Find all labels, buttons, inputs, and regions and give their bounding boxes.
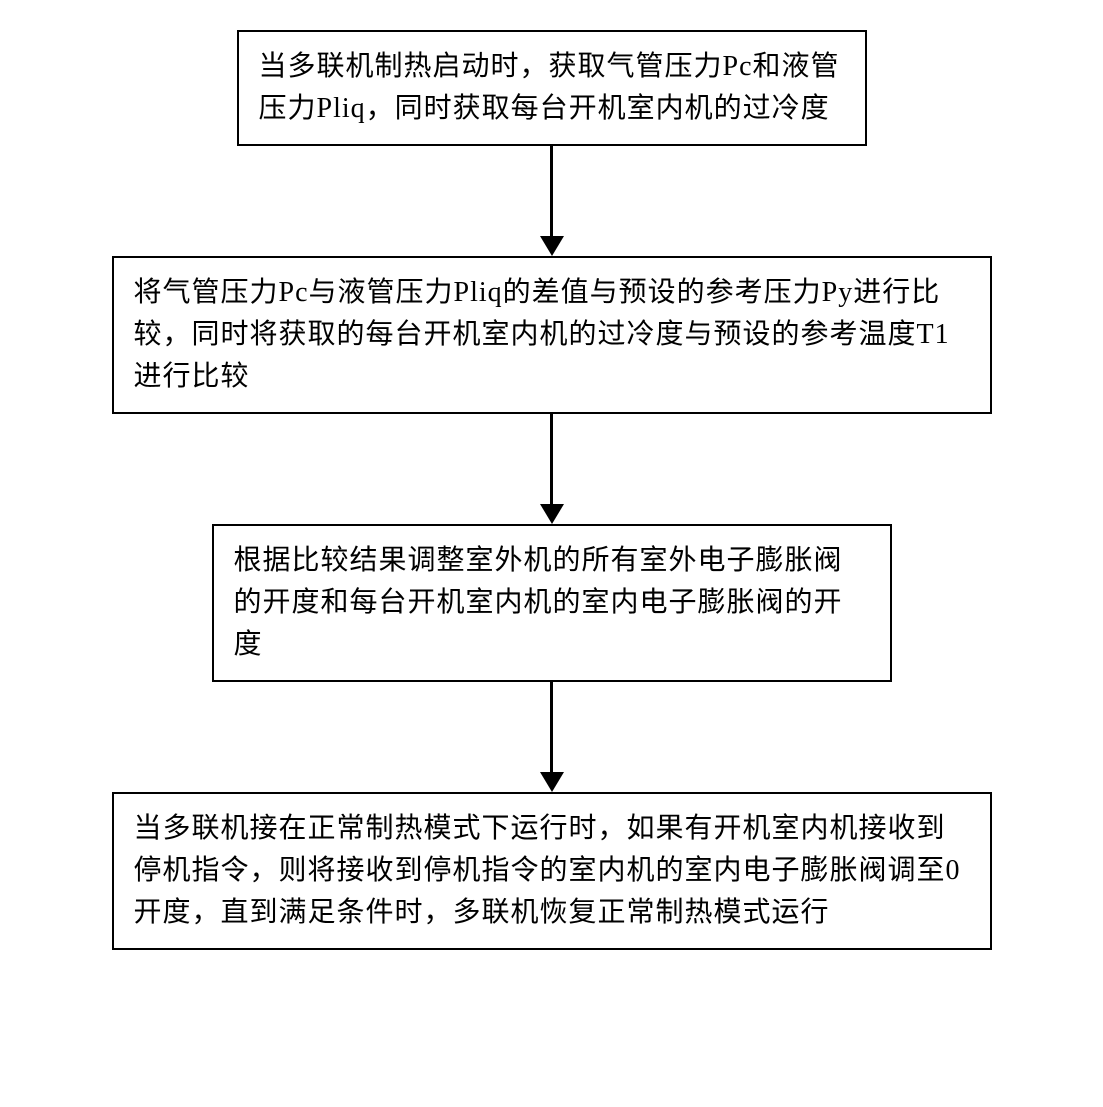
flow-step-3-text: 根据比较结果调整室外机的所有室外电子膨胀阀的开度和每台开机室内机的室内电子膨胀阀… — [234, 540, 870, 666]
arrow-line — [550, 414, 553, 506]
arrow-line — [550, 682, 553, 774]
arrow-head-icon — [540, 772, 564, 792]
arrow-line — [550, 146, 553, 238]
flow-step-3: 根据比较结果调整室外机的所有室外电子膨胀阀的开度和每台开机室内机的室内电子膨胀阀… — [212, 524, 892, 682]
flow-step-4: 当多联机接在正常制热模式下运行时，如果有开机室内机接收到停机指令，则将接收到停机… — [112, 792, 992, 950]
flow-step-1: 当多联机制热启动时，获取气管压力Pc和液管压力Pliq，同时获取每台开机室内机的… — [237, 30, 867, 146]
flowchart-container: 当多联机制热启动时，获取气管压力Pc和液管压力Pliq，同时获取每台开机室内机的… — [102, 30, 1002, 950]
flow-step-2: 将气管压力Pc与液管压力Pliq的差值与预设的参考压力Py进行比较，同时将获取的… — [112, 256, 992, 414]
arrow-head-icon — [540, 236, 564, 256]
flow-arrow-2 — [102, 414, 1002, 524]
flow-step-4-text: 当多联机接在正常制热模式下运行时，如果有开机室内机接收到停机指令，则将接收到停机… — [134, 808, 970, 934]
flow-step-1-text: 当多联机制热启动时，获取气管压力Pc和液管压力Pliq，同时获取每台开机室内机的… — [259, 46, 845, 130]
arrow-head-icon — [540, 504, 564, 524]
flow-arrow-3 — [102, 682, 1002, 792]
flow-arrow-1 — [102, 146, 1002, 256]
flow-step-2-text: 将气管压力Pc与液管压力Pliq的差值与预设的参考压力Py进行比较，同时将获取的… — [134, 272, 970, 398]
